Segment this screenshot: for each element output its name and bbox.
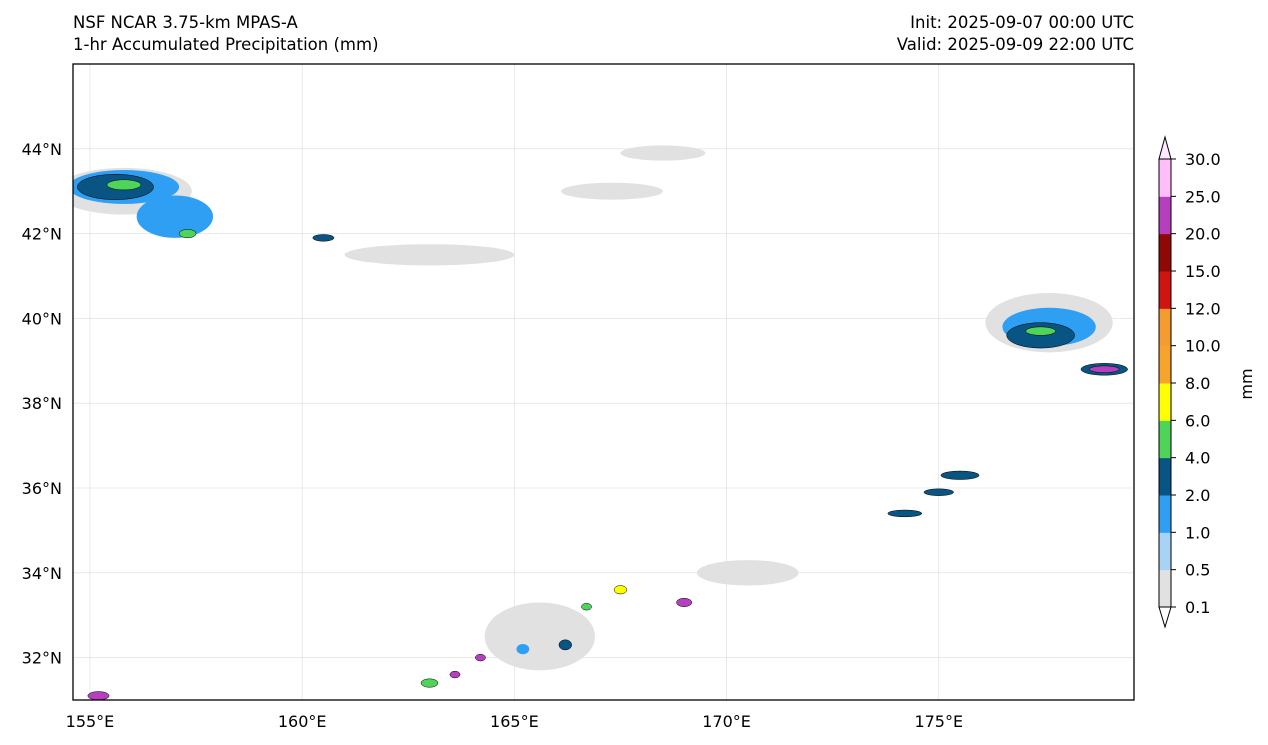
- lat-tick-label: 34°N: [22, 564, 62, 583]
- precip-cell: [620, 145, 706, 161]
- colorbar-segment: [1159, 532, 1171, 571]
- lon-tick-label: 160°E: [278, 712, 327, 731]
- lat-tick-label: 36°N: [22, 479, 62, 498]
- axis-ticks: 155°E 160°E 165°E 170°E 175°E 32°N 34°N 36°N 38°…: [22, 140, 963, 731]
- colorbar-segment: [1159, 569, 1171, 608]
- precip-cell: [106, 179, 142, 191]
- colorbar-tick-label: 25.0: [1185, 187, 1221, 206]
- precip-cell: [940, 470, 980, 480]
- precip-cell: [696, 560, 799, 586]
- precip-cell: [484, 602, 596, 671]
- colorbar-tick-label: 6.0: [1185, 411, 1210, 430]
- lon-tick-label: 170°E: [702, 712, 751, 731]
- colorbar-tick-label: 4.0: [1185, 449, 1210, 468]
- precip-cell: [923, 488, 954, 496]
- colorbar-segment: [1159, 233, 1171, 272]
- precip-cell: [558, 639, 572, 651]
- colorbar-tick-label: 8.0: [1185, 374, 1210, 393]
- lon-tick-label: 155°E: [66, 712, 115, 731]
- field-title: 1-hr Accumulated Precipitation (mm): [73, 35, 379, 54]
- valid-time: Valid: 2025-09-09 22:00 UTC: [896, 35, 1134, 54]
- colorbar-tick-label: 30.0: [1185, 150, 1221, 169]
- colorbar-tick-label: 0.5: [1185, 561, 1210, 580]
- colorbar-segment: [1159, 495, 1171, 533]
- colorbar-tick-label: 1.0: [1185, 523, 1210, 542]
- precip-cell: [312, 234, 335, 242]
- colorbar-tick-label: 12.0: [1185, 299, 1221, 318]
- colorbar-segment: [1159, 383, 1171, 421]
- lat-tick-label: 40°N: [22, 309, 62, 328]
- colorbar-tick-label: 20.0: [1185, 225, 1221, 244]
- colorbar: 0.1 0.5 1.0 2.0 4.0 6.0 8.0 10.0 12.0 15.0 20.0 25.…: [1158, 135, 1221, 629]
- precip-cell: [1025, 326, 1056, 336]
- title-block-right: Init: 2025-09-07 00:00 UTC Valid: 2025-0…: [897, 12, 1134, 56]
- colorbar-tick-label: 10.0: [1185, 337, 1221, 356]
- precip-cell: [344, 244, 515, 266]
- colorbar-tick-label: 15.0: [1185, 262, 1221, 281]
- precip-cell: [178, 229, 197, 239]
- precip-cell: [561, 182, 663, 200]
- lat-tick-label: 42°N: [22, 225, 62, 244]
- map-background: [73, 64, 1134, 700]
- lon-tick-label: 175°E: [914, 712, 963, 731]
- precip-cell: [87, 691, 110, 700]
- colorbar-over-triangle: [1158, 135, 1172, 160]
- colorbar-segment: [1159, 196, 1171, 235]
- colorbar-segment: [1159, 271, 1171, 309]
- lon-tick-label: 165°E: [490, 712, 539, 731]
- precip-cell: [1089, 365, 1120, 373]
- colorbar-tick-label: 0.1: [1185, 598, 1210, 617]
- colorbar-tick-label: 2.0: [1185, 486, 1210, 505]
- gridlines: [73, 64, 1134, 700]
- precip-cell: [887, 509, 923, 518]
- precip-cell: [676, 597, 693, 607]
- lat-tick-label: 32°N: [22, 649, 62, 668]
- lat-tick-label: 44°N: [22, 140, 62, 159]
- precip-cell: [475, 653, 486, 662]
- title-block-left: NSF NCAR 3.75-km MPAS-A 1-hr Accumulated…: [73, 12, 379, 56]
- init-time: Init: 2025-09-07 00:00 UTC: [910, 13, 1134, 32]
- precip-cell: [581, 603, 592, 611]
- precip-cell: [613, 585, 628, 595]
- colorbar-segment: [1159, 457, 1171, 496]
- colorbar-segment: [1159, 159, 1171, 197]
- lat-tick-label: 38°N: [22, 394, 62, 413]
- colorbar-segment: [1159, 420, 1171, 459]
- precip-cell: [516, 644, 530, 655]
- precip-cell: [420, 678, 439, 688]
- precip-field: [73, 145, 1128, 700]
- colorbar-segment: [1159, 345, 1171, 384]
- model-title: NSF NCAR 3.75-km MPAS-A: [73, 13, 298, 32]
- precip-cell: [136, 195, 214, 238]
- colorbar-under-triangle: [1158, 606, 1172, 629]
- map-frame: [72, 63, 1135, 701]
- colorbar-segment: [1159, 308, 1171, 347]
- colorbar-unit-label: mm: [1237, 368, 1256, 399]
- precip-cell: [449, 670, 461, 679]
